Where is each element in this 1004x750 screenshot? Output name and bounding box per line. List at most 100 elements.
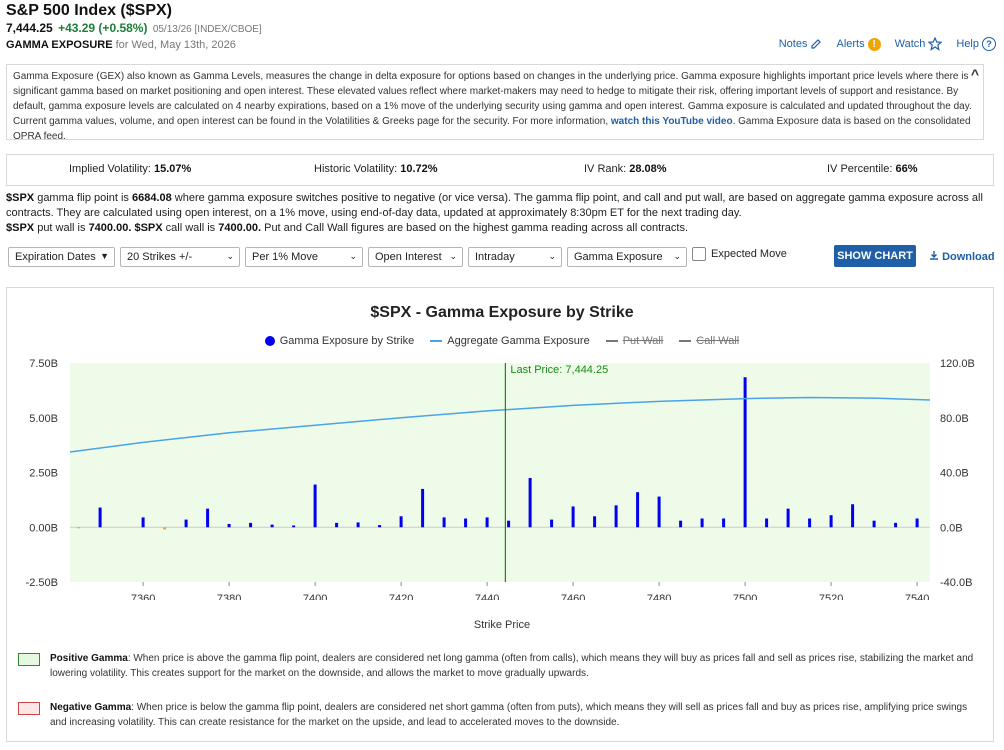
star-icon [928,37,943,51]
watch-label: Watch [894,38,926,50]
gamma-bar [421,488,425,528]
help-icon: ? [982,37,996,51]
line-icon [605,340,618,342]
move-select[interactable]: Per 1% Move ⌄ [245,247,363,267]
gamma-bar [700,518,704,528]
stat-iv-rank: IV Rank: 28.08% [584,163,667,175]
description-panel: Gamma Exposure (GEX) also known as Gamma… [6,64,984,142]
stat-label: Implied Volatility: [69,163,151,175]
gamma-bar [614,505,618,528]
x-tick-label: 7540 [905,593,929,600]
description-text-end: . Gamma Exposure data is based on the co… [13,116,971,142]
chevron-down-icon: ⌄ [673,251,681,261]
call-wall-text: call wall is [162,222,219,234]
y-tick-label: 2.50B [29,468,58,480]
notes-label: Notes [778,38,808,50]
y-right-tick-label: 120.0B [940,358,975,370]
legend-call-wall[interactable]: Call Wall [679,335,739,347]
chevron-down-icon: ⌄ [226,251,234,261]
alerts-link[interactable]: Alerts ! [836,37,881,51]
legend-aggregate[interactable]: Aggregate Gamma Exposure [430,335,590,347]
gamma-bar [851,504,855,528]
legend-label: Call Wall [696,335,740,347]
stat-value: 15.07% [154,163,192,175]
last-price-label: Last Price: 7,444.25 [510,364,608,376]
y-right-tick-label: -40.0B [940,577,972,589]
dot-icon [264,336,275,346]
stat-value: 66% [895,163,918,175]
chart-controls: Expiration Dates ▼ 20 Strikes +/- ⌄ Per 1%… [8,246,687,268]
flip-text: gamma flip point is [34,192,132,204]
expected-move-toggle[interactable]: Expected Move [692,247,787,261]
download-link[interactable]: Download [929,250,995,263]
x-tick-label: 7420 [389,593,413,600]
gamma-bar [141,517,145,528]
legend-put-wall[interactable]: Put Wall [605,335,664,347]
gamma-bar [528,477,532,528]
gamma-bar [270,524,274,528]
gamma-bar [98,507,102,528]
flip-value: 6684.08 [131,192,172,204]
gamma-bar [442,517,446,528]
legend-label: Put Wall [622,335,664,347]
watch-link[interactable]: Watch [895,37,943,51]
x-tick-label: 7360 [131,593,155,600]
select-value: 20 Strikes +/- [127,251,193,263]
put-wall-value: 7400.00 [88,222,129,234]
y-tick-label: 0.00B [29,522,58,534]
expected-move-checkbox[interactable] [692,247,706,261]
negative-gamma-label: Negative Gamma [50,702,132,713]
x-tick-label: 7440 [475,593,499,600]
x-axis-label: Strike Price [473,619,531,631]
alerts-label: Alerts [836,38,865,50]
chevron-up-icon[interactable]: ^ [970,66,979,82]
stat-label: IV Rank: [584,163,627,175]
x-tick-label: 7460 [561,593,585,600]
legend-label: Aggregate Gamma Exposure [447,335,590,347]
positive-gamma-text: : When price is above the gamma flip poi… [50,653,974,679]
metric-select[interactable]: Gamma Exposure ⌄ [567,247,687,267]
gamma-bar [915,518,919,528]
select-value: Intraday [475,251,515,263]
stat-historic-volatility: Historic Volatility: 10.72% [314,163,438,175]
stat-label: IV Percentile: [827,163,893,175]
gamma-bar [485,517,489,528]
x-tick-label: 7500 [733,593,757,600]
gamma-bar [335,522,339,528]
flip-text-2: where gamma exposure switches positive t… [6,192,983,219]
youtube-link[interactable]: watch this YouTube video [610,116,733,127]
notes-link[interactable]: Notes [779,38,823,50]
gamma-bar [636,492,640,528]
page-title: S&P 500 Index ($SPX) [6,2,172,19]
help-label: Help [956,38,979,50]
download-label: Download [942,251,995,263]
strikes-select[interactable]: 20 Strikes +/- ⌄ [120,247,240,267]
legend-gamma-by-strike[interactable]: Gamma Exposure by Strike [264,335,414,347]
positive-gamma-note: Positive Gamma: When price is above the … [18,651,978,681]
stat-label: Historic Volatility: [314,163,398,175]
gamma-bar [77,527,81,529]
stat-iv-percentile: IV Percentile: 66% [827,163,918,175]
y-right-tick-label: 0.0B [940,522,963,534]
call-wall-value: 7400.00 [218,222,258,234]
gamma-bar [399,516,403,528]
interest-select[interactable]: Open Interest ⌄ [368,247,463,267]
gamma-bar [679,520,683,528]
gamma-bar [829,515,833,528]
period-select[interactable]: Intraday ⌄ [468,247,562,267]
expiration-dates-select[interactable]: Expiration Dates ▼ [8,247,115,267]
section-label: GAMMA EXPOSURE [6,39,113,51]
gamma-bar [249,522,253,528]
gamma-bar [765,518,769,528]
show-chart-button[interactable]: SHOW CHART [834,245,916,267]
y-tick-label: 7.50B [29,358,58,370]
select-value: Expiration Dates [15,251,96,263]
select-value: Open Interest [375,251,442,263]
pencil-icon [811,39,822,49]
x-tick-label: 7520 [819,593,843,600]
alert-icon: ! [867,37,881,51]
line-icon [430,340,443,342]
gamma-bar [872,520,876,528]
help-link[interactable]: Help ? [956,37,996,51]
gamma-bar [313,484,317,528]
